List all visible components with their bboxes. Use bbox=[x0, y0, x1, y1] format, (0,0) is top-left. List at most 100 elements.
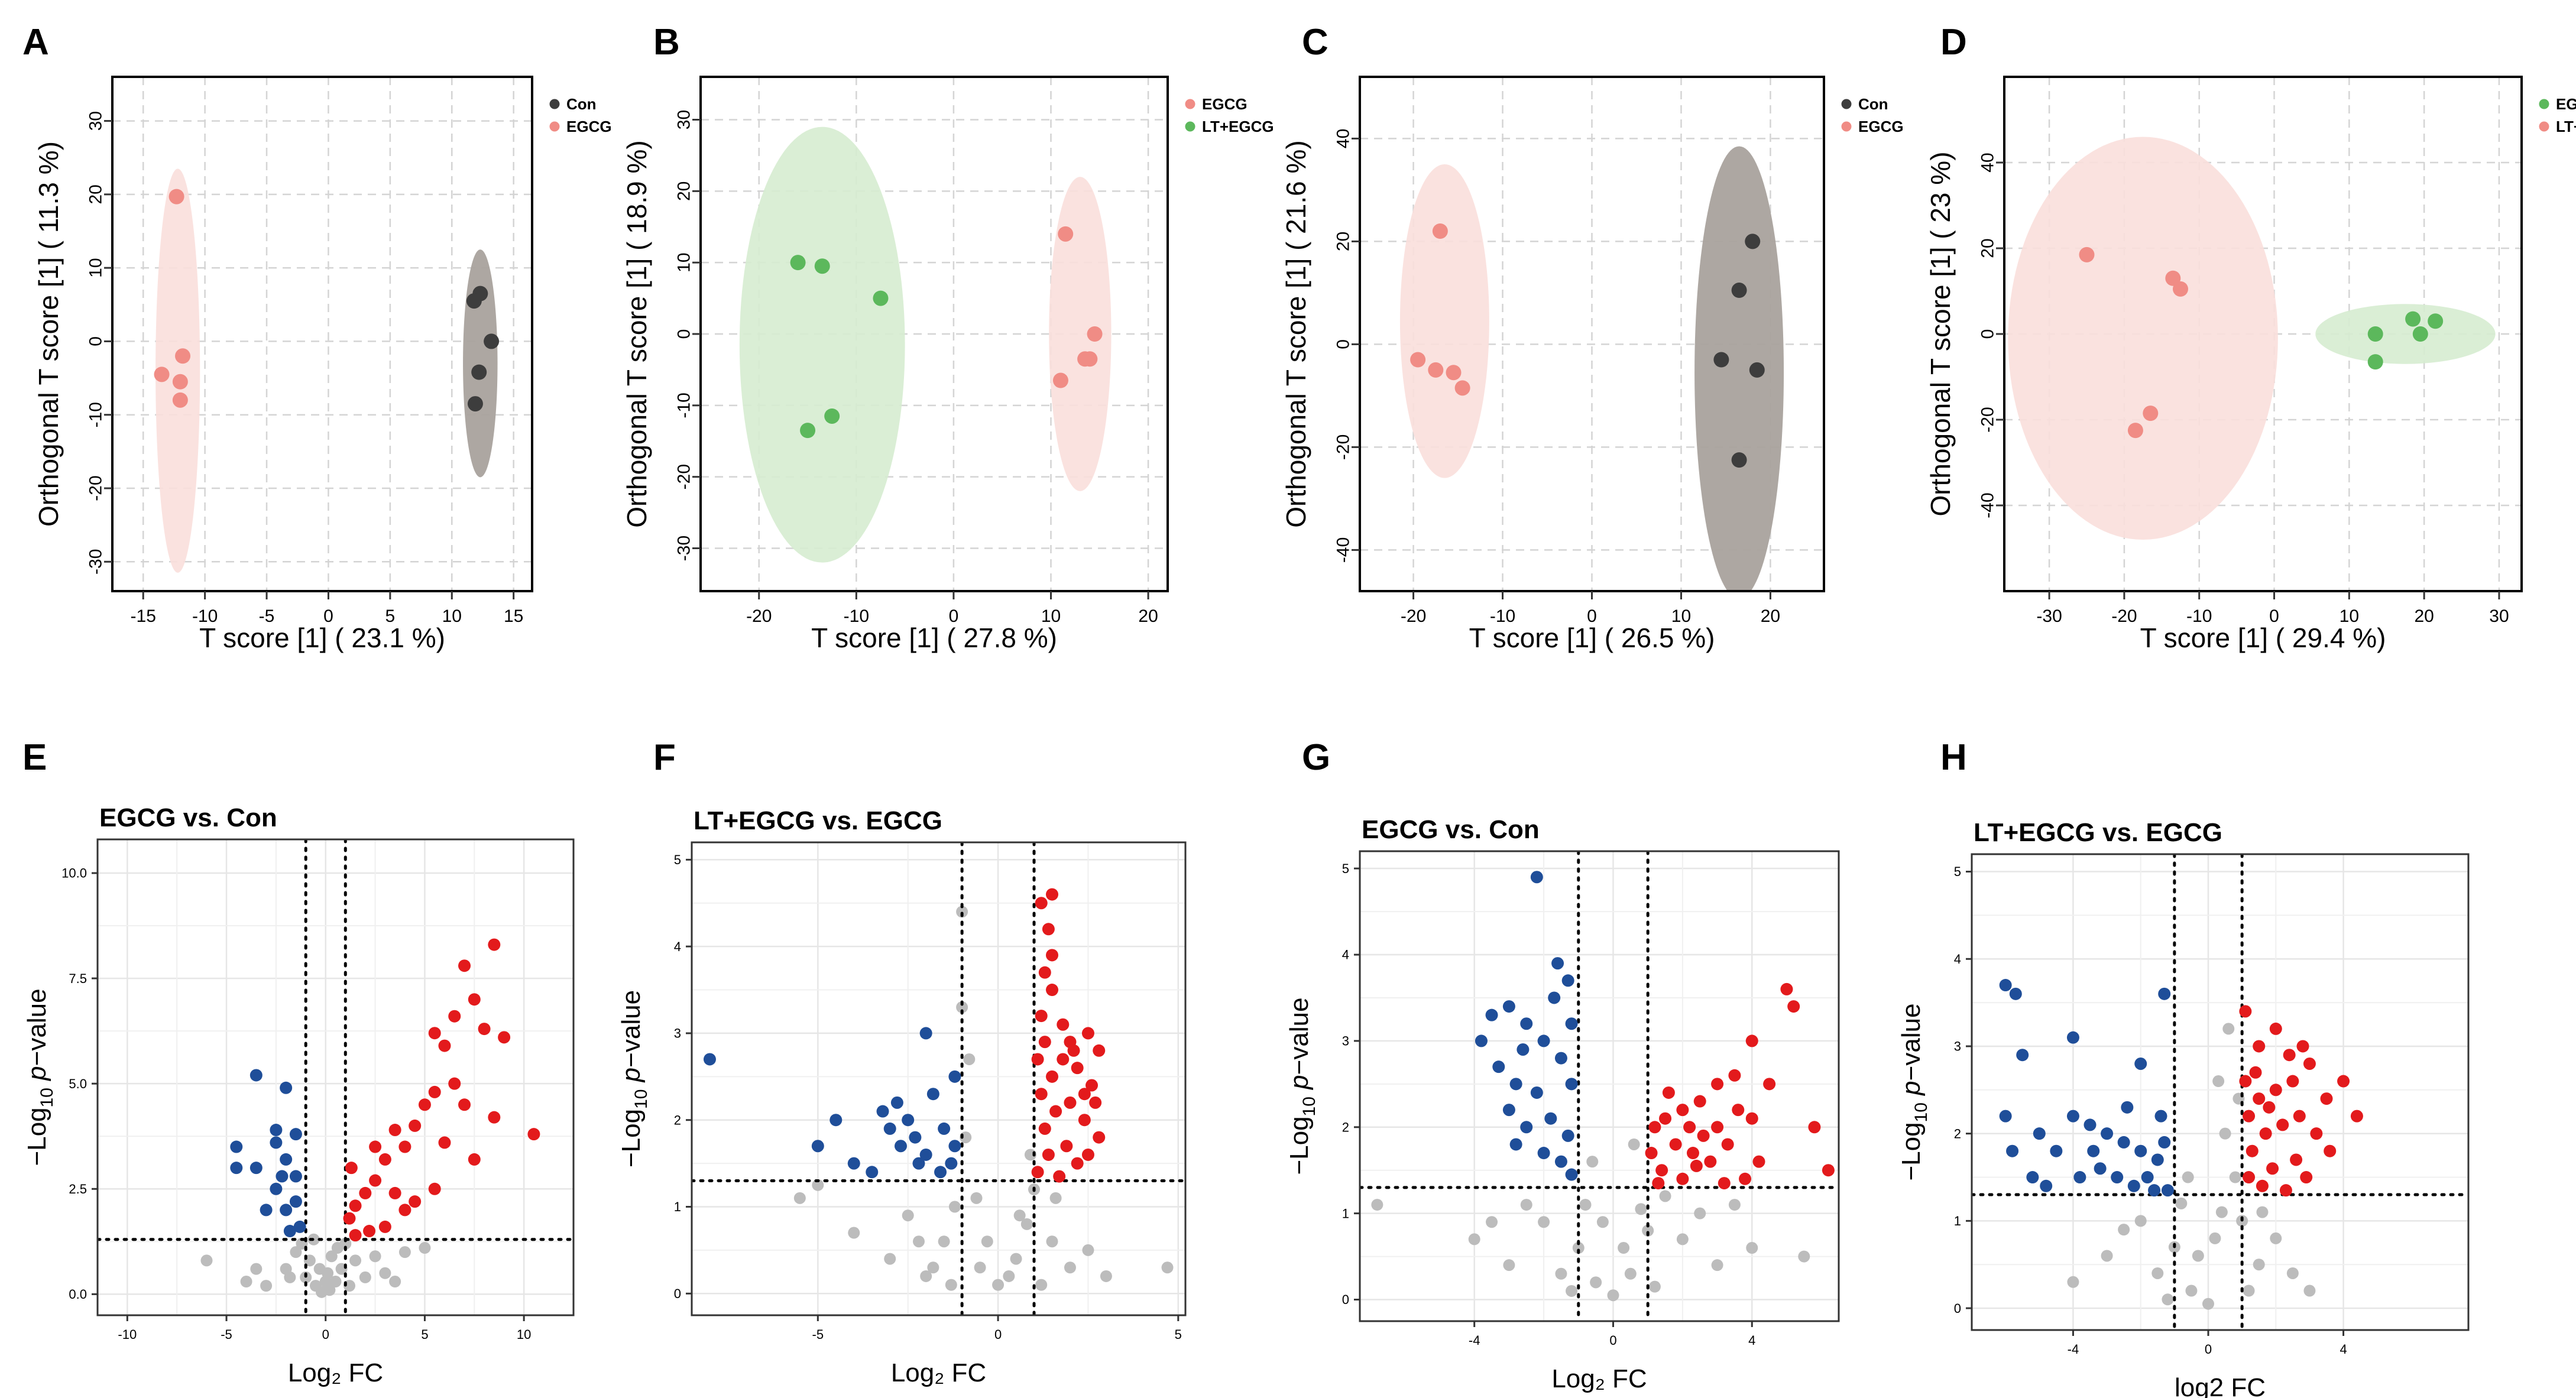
data-point-up bbox=[2286, 1075, 2299, 1088]
x-tick-label: 10 bbox=[2340, 606, 2359, 626]
data-point-up bbox=[1042, 1148, 1055, 1161]
data-point-ns bbox=[1618, 1242, 1630, 1254]
data-point-ns bbox=[1711, 1259, 1723, 1272]
data-point-up bbox=[1676, 1104, 1689, 1117]
data-point-ns bbox=[970, 1192, 983, 1204]
data-point-down bbox=[926, 1088, 939, 1101]
y-tick-label: 20 bbox=[1978, 238, 1998, 258]
y-axis-label: Orthogonal T score [1] ( 18.9 %) bbox=[621, 140, 652, 527]
panel-letter: H bbox=[1940, 737, 1967, 778]
data-point-ns bbox=[2229, 1171, 2241, 1183]
legend-label: EGCG bbox=[2556, 95, 2576, 113]
data-point-up bbox=[1057, 1018, 1070, 1031]
y-tick-label: 0 bbox=[86, 336, 106, 346]
data-point-ns bbox=[2303, 1285, 2316, 1297]
y-tick-label: 20 bbox=[86, 184, 106, 204]
data-point-ns bbox=[1624, 1267, 1637, 1280]
data-point-up bbox=[2253, 1092, 2266, 1105]
data-point-down bbox=[2111, 1171, 2124, 1184]
data-point-ns bbox=[1064, 1261, 1076, 1274]
data-point-down bbox=[2066, 1031, 2079, 1044]
data-point-ns bbox=[1586, 1156, 1599, 1168]
data-point-up bbox=[2249, 1066, 2262, 1079]
data-point-up bbox=[2253, 1040, 2266, 1053]
data-point-down bbox=[1520, 1017, 1533, 1030]
data-point-up bbox=[378, 1153, 391, 1166]
data-point-down bbox=[919, 1027, 932, 1040]
data-point-down bbox=[2084, 1118, 2097, 1131]
data-point-lt bbox=[800, 423, 816, 439]
panel-h: H LT+EGCG vs. EGCG -4 0 4 0 1 2 3 4 5 log2 FC −Log10… bbox=[1897, 737, 2470, 1398]
panel-c: C -20 -10 0 10 20 -40 -20 0 20 40 T score [1] ( 26.… bbox=[1281, 22, 1904, 653]
data-point-up bbox=[1739, 1172, 1752, 1185]
data-point-ns bbox=[2286, 1267, 2299, 1279]
data-point-ns bbox=[1003, 1270, 1015, 1282]
data-point-ns bbox=[1010, 1253, 1022, 1265]
data-point-down bbox=[902, 1114, 915, 1127]
x-tick-label: 0 bbox=[2205, 1342, 2212, 1357]
data-point-down bbox=[829, 1114, 843, 1127]
data-point-up bbox=[1659, 1112, 1672, 1125]
y-tick-label: 3 bbox=[1954, 1039, 1961, 1054]
data-point-egcg bbox=[154, 366, 170, 382]
data-point-egcg bbox=[2127, 423, 2143, 439]
data-point-up bbox=[418, 1098, 431, 1111]
data-point-up bbox=[2310, 1127, 2323, 1140]
x-tick-label: -5 bbox=[259, 606, 275, 626]
data-point-ns bbox=[1049, 1192, 1062, 1204]
y-axis-label: Orthogonal T score [1] ( 11.3 %) bbox=[33, 141, 64, 527]
data-point-up bbox=[388, 1186, 401, 1199]
y-tick-label: -30 bbox=[675, 536, 694, 561]
data-point-down bbox=[1565, 1168, 1578, 1181]
plot-frame bbox=[691, 841, 1187, 1316]
data-point-ns bbox=[369, 1250, 381, 1263]
data-point-ns bbox=[2215, 1206, 2228, 1218]
data-point-ns bbox=[927, 1261, 939, 1274]
data-point-ns bbox=[325, 1250, 338, 1263]
x-tick-label: 20 bbox=[2414, 606, 2434, 626]
panel-letter: F bbox=[653, 737, 676, 778]
data-point-up bbox=[1045, 888, 1058, 901]
y-tick-label: 5.0 bbox=[69, 1076, 87, 1091]
data-point-up bbox=[1745, 1112, 1758, 1125]
data-point-ns bbox=[1555, 1267, 1567, 1280]
data-point-up bbox=[1045, 1070, 1058, 1083]
data-point-ns bbox=[1503, 1259, 1515, 1272]
data-point-con bbox=[467, 396, 483, 412]
data-point-up bbox=[488, 938, 501, 951]
data-point-up bbox=[369, 1174, 382, 1187]
y-axis-label: Orthogonal T score [1] ( 21.6 %) bbox=[1281, 140, 1311, 527]
y-tick-label: 0 bbox=[1342, 1292, 1349, 1307]
data-point-egcg bbox=[2173, 281, 2189, 297]
x-tick-label: 10 bbox=[442, 606, 462, 626]
data-point-up bbox=[458, 959, 471, 972]
legend-label: EGCG bbox=[1202, 95, 1248, 113]
data-point-ns bbox=[920, 1270, 932, 1282]
data-point-up bbox=[1732, 1104, 1745, 1117]
data-point-up bbox=[398, 1140, 411, 1153]
legend-label: LT+EGCG bbox=[1202, 118, 1274, 135]
data-point-up bbox=[1067, 1044, 1080, 1057]
data-point-down bbox=[280, 1204, 293, 1217]
chart-title: EGCG vs. Con bbox=[1362, 815, 1540, 844]
data-point-ns bbox=[1694, 1207, 1706, 1219]
data-point-down bbox=[948, 1140, 961, 1153]
data-point-up bbox=[345, 1162, 358, 1175]
data-point-up bbox=[1787, 1000, 1800, 1013]
data-point-ns bbox=[1590, 1276, 1602, 1289]
data-point-up bbox=[2243, 1110, 2256, 1123]
y-tick-label: 2 bbox=[1342, 1120, 1349, 1134]
data-point-up bbox=[1690, 1159, 1703, 1172]
data-point-up bbox=[1035, 1088, 1048, 1101]
data-point-down bbox=[260, 1204, 273, 1217]
data-point-up bbox=[1822, 1164, 1835, 1177]
plot-frame bbox=[1971, 853, 2470, 1331]
data-point-ns bbox=[2222, 1023, 2235, 1035]
data-point-up bbox=[1049, 1105, 1062, 1118]
data-point-ns bbox=[1728, 1199, 1741, 1211]
data-point-down bbox=[1565, 1017, 1578, 1030]
data-point-ns bbox=[902, 1209, 914, 1222]
data-point-ns bbox=[322, 1267, 334, 1279]
y-tick-label: 2 bbox=[1954, 1126, 1961, 1141]
y-tick-label: -20 bbox=[1334, 434, 1353, 460]
